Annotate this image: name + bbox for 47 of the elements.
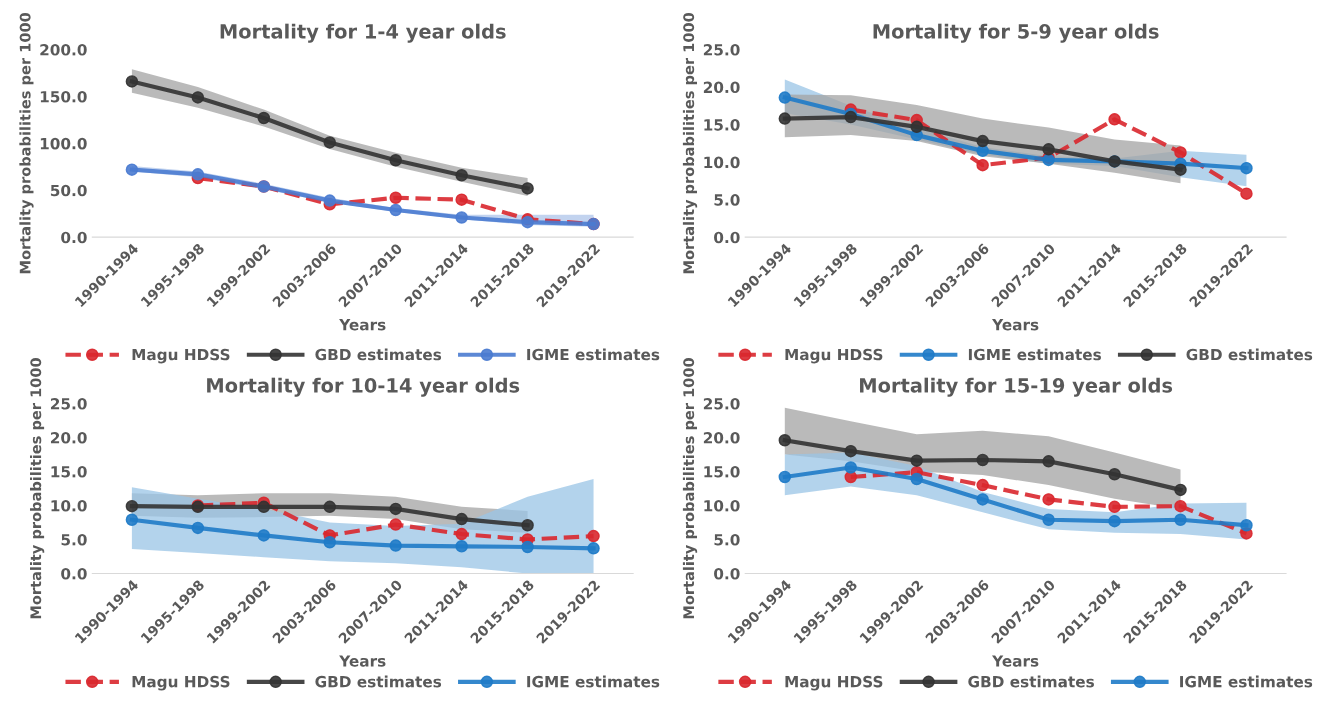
y-axis-title: Mortality probabilities per 1000: [682, 12, 698, 274]
y-tick-label: 15.0: [704, 465, 740, 478]
legend-label: IGME estimates: [1180, 675, 1313, 688]
legend-label: GBD estimates: [315, 675, 442, 688]
chart-title: Mortality for 1-4 year olds: [220, 23, 506, 43]
y-tick-label: 150.0: [40, 90, 87, 103]
y-axis-title: Mortality probabilities per 1000: [682, 358, 698, 619]
y-tick-label: 5.0: [61, 533, 87, 546]
y-tick-label: 200.0: [40, 44, 87, 56]
legend-label: Magu HDSS: [785, 348, 883, 364]
legend-label: GBD estimates: [315, 348, 442, 361]
y-tick-label: 10.0: [51, 499, 87, 512]
legend-label: Magu HDSS: [785, 675, 883, 691]
y-tick-label: 0.0: [714, 231, 740, 244]
legend-label: IGME estimates: [527, 675, 660, 688]
y-tick-label: 20.0: [703, 432, 740, 444]
legend-label: Magu HDSS: [132, 675, 230, 691]
y-tick-label: 100.0: [40, 137, 87, 150]
x-axis-title: Years: [339, 655, 386, 667]
y-tick-label: 10.0: [704, 156, 740, 169]
chart-title: Mortality for 5-9 year olds: [873, 23, 1159, 43]
y-tick-label: 5.0: [714, 533, 740, 546]
y-tick-label: 25.0: [703, 44, 740, 56]
legend-label: GBD estimates: [968, 675, 1094, 688]
y-tick-label: 0.0: [61, 231, 87, 244]
legend-label: IGME estimates: [968, 348, 1101, 361]
y-tick-label: 15.0: [704, 119, 740, 131]
y-tick-label: 25.0: [50, 398, 87, 410]
legend-label: GBD estimates: [1186, 348, 1313, 361]
x-axis-title: Years: [339, 319, 386, 331]
legend-label: Magu HDSS: [132, 348, 230, 364]
legend-label: IGME estimates: [527, 348, 660, 361]
y-tick-label: 25.0: [703, 398, 740, 410]
x-axis-title: Years: [992, 655, 1039, 667]
y-axis-title: Mortality probabilities per 1000: [29, 358, 45, 619]
y-tick-label: 50.0: [50, 184, 87, 197]
y-tick-label: 20.0: [703, 81, 740, 94]
chart-title: Mortality for 10-14 year olds: [207, 377, 520, 397]
y-tick-label: 0.0: [61, 567, 87, 580]
x-axis-title: Years: [992, 319, 1039, 331]
chart-title: Mortality for 15-19 year olds: [860, 377, 1173, 397]
y-tick-label: 15.0: [51, 465, 87, 478]
y-tick-label: 0.0: [714, 567, 740, 580]
y-tick-label: 10.0: [704, 499, 740, 512]
y-tick-label: 20.0: [50, 432, 87, 444]
y-axis-title: Mortality probabilities per 1000: [19, 12, 34, 274]
y-tick-label: 5.0: [714, 194, 740, 206]
